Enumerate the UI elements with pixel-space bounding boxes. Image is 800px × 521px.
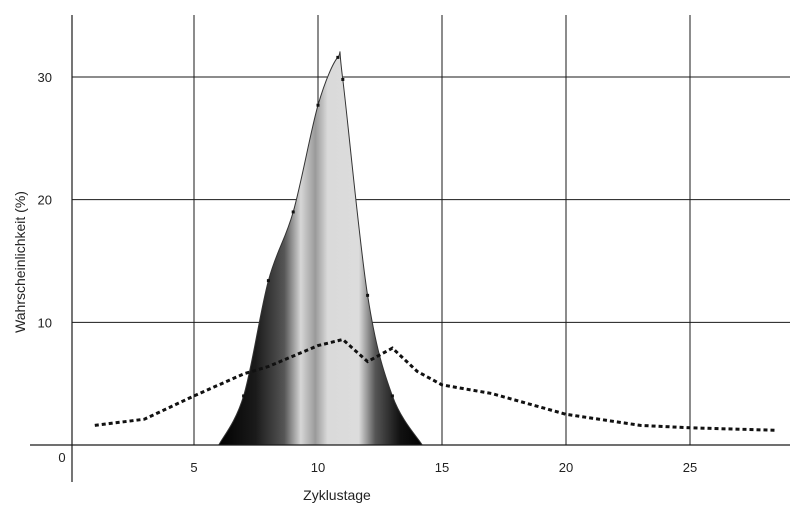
area-data-point bbox=[366, 293, 370, 297]
area-data-point bbox=[266, 279, 270, 283]
area-data-point bbox=[341, 77, 345, 81]
axes bbox=[30, 15, 790, 482]
x-tick-label: 25 bbox=[683, 460, 697, 475]
probability-area bbox=[217, 51, 424, 446]
probability-area-layer bbox=[217, 51, 424, 446]
y-axis-title: Wahrscheinlichkeit (%) bbox=[12, 191, 28, 333]
x-tick-label: 15 bbox=[435, 460, 449, 475]
grid bbox=[72, 15, 790, 445]
origin-label: 0 bbox=[58, 450, 65, 465]
dotted-series-line bbox=[94, 337, 777, 432]
y-tick-label: 30 bbox=[38, 70, 52, 85]
x-tick-label: 5 bbox=[190, 460, 197, 475]
area-data-point bbox=[242, 394, 246, 398]
area-data-point bbox=[390, 394, 394, 398]
x-axis-title: Zyklustage bbox=[303, 487, 371, 503]
area-data-point bbox=[336, 55, 340, 59]
y-tick-label: 10 bbox=[38, 315, 52, 330]
x-tick-label: 10 bbox=[311, 460, 325, 475]
y-tick-label: 20 bbox=[38, 193, 52, 208]
dotted-series-layer bbox=[94, 337, 777, 432]
tick-labels: 5 10 15 20 25 10 20 30 bbox=[38, 70, 698, 475]
area-data-point bbox=[291, 210, 295, 214]
x-tick-label: 20 bbox=[559, 460, 573, 475]
area-data-point bbox=[316, 103, 320, 107]
